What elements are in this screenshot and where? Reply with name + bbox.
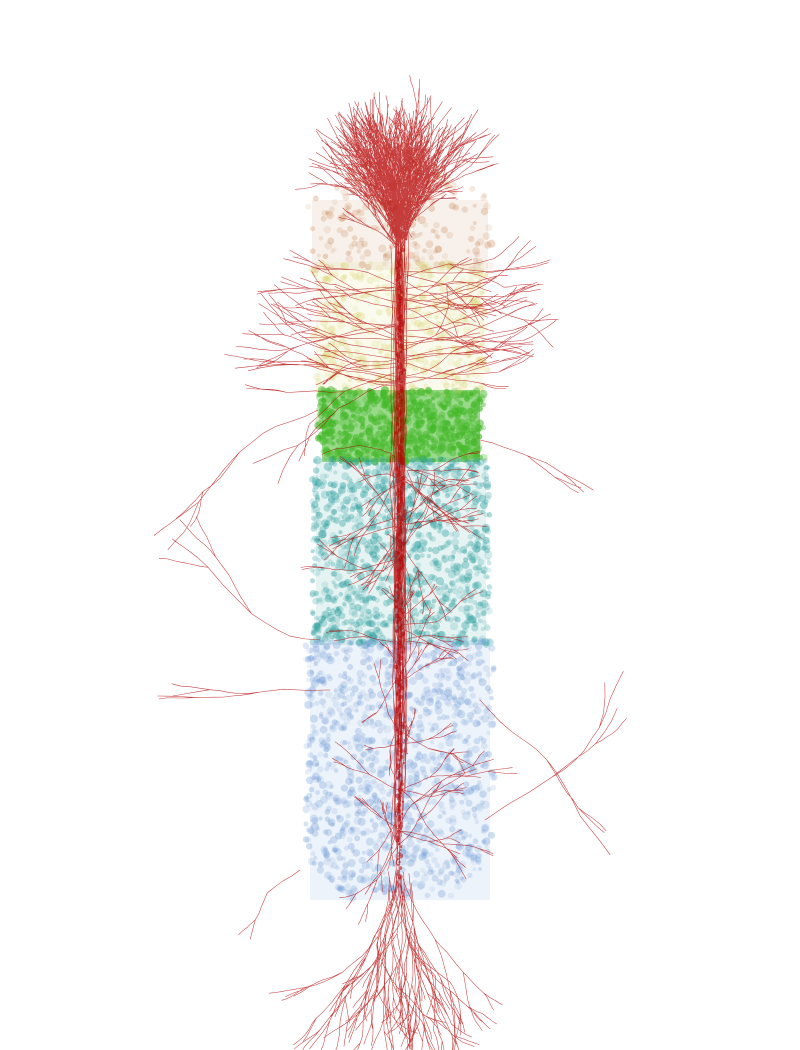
dendrite-axon-tree bbox=[153, 74, 627, 1050]
neurite-paths bbox=[153, 74, 627, 1050]
layer-6-cells bbox=[302, 636, 498, 903]
